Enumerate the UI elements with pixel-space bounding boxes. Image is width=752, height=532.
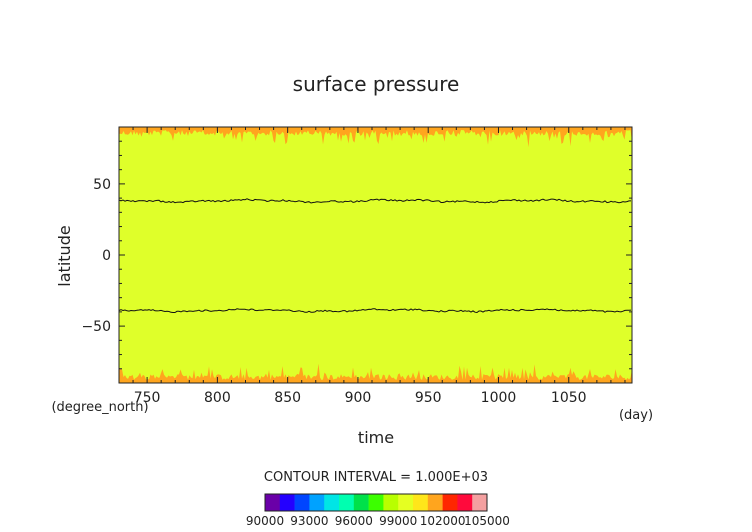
y-tick-label: 50 (93, 177, 111, 193)
colorbar-swatch (442, 494, 458, 511)
x-tick-label: 750 (134, 390, 161, 406)
x-tick-label: 1000 (481, 390, 517, 406)
colorbar-swatch (339, 494, 355, 511)
colorbar-swatch (427, 494, 443, 511)
plot-area: 750 800 850 900 950 1000 1050 50 0 −50 (81, 126, 633, 406)
y-axis-units: (degree_north) (51, 400, 148, 415)
colorbar-swatch (353, 494, 369, 511)
colorbar-swatch (413, 494, 429, 511)
x-tick-label: 800 (204, 390, 231, 406)
colorbar-swatch (324, 494, 340, 511)
contour-line-south (118, 308, 632, 314)
colorbar-label: 96000 (335, 514, 373, 528)
x-tick-label: 850 (274, 390, 301, 406)
contour-interval-label: CONTOUR INTERVAL = 1.000E+03 (264, 470, 488, 485)
colorbar-swatch (368, 494, 384, 511)
colorbar-swatch (265, 494, 281, 511)
field-south-edge (119, 363, 632, 383)
contour-line-north (118, 198, 631, 204)
chart-title: surface pressure (293, 72, 460, 96)
colorbar-swatch (309, 494, 325, 511)
field-interior (119, 127, 632, 383)
colorbar-swatch (457, 494, 473, 511)
y-tick-label: 0 (102, 248, 111, 264)
x-tick-label: 1050 (551, 390, 587, 406)
colorbar-swatch (398, 494, 414, 511)
x-tick-label: 950 (415, 390, 442, 406)
x-tick-label: 900 (345, 390, 372, 406)
colorbar-label: 93000 (290, 514, 328, 528)
colorbar-label: 102000 (420, 514, 466, 528)
colorbar-label: 99000 (379, 514, 417, 528)
colorbar-frame (264, 493, 488, 512)
field-north-edge (119, 127, 632, 148)
y-tick-label: −50 (81, 319, 111, 335)
colorbar-label: 105000 (464, 514, 510, 528)
x-axis-units: (day) (619, 408, 653, 423)
colorbar-swatch (279, 494, 295, 511)
y-axis-label: latitude (55, 225, 74, 286)
colorbar-swatch (294, 494, 310, 511)
colorbar-swatch (383, 494, 399, 511)
x-axis-label: time (358, 428, 394, 447)
colorbar-swatch (472, 494, 488, 511)
colorbar-label: 90000 (246, 514, 284, 528)
